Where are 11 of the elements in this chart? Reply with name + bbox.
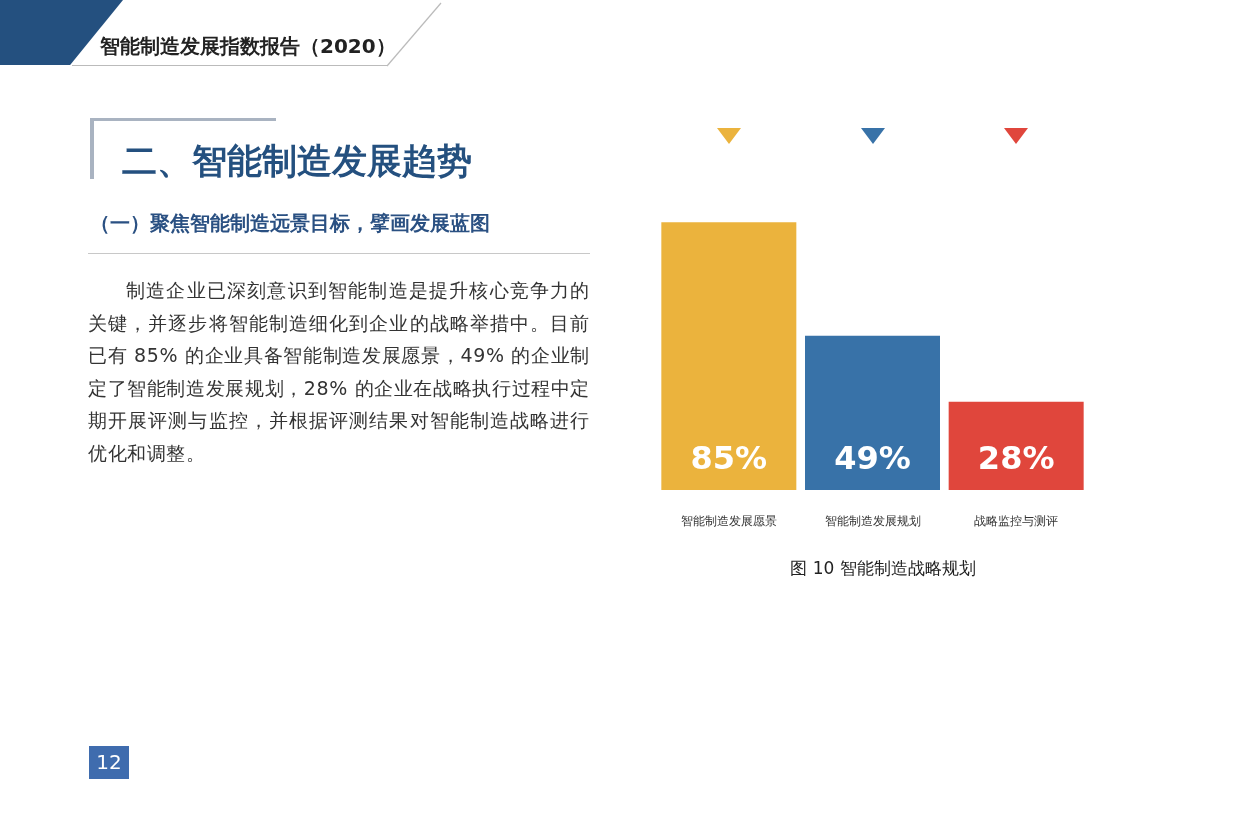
- data-label: 49%: [834, 439, 911, 477]
- text: 制造企业已深刻意识到智能制造是提升核心竞争力的关键，并逐步将智能制造细化到企业的战略举措中。目前已有 85% 的企业具备智能制造发展愿景，49% 的企业制定了智能制造发展规划，28% 的企业在战略执行过程中定期开展评测与监控，并根据评测结果对智能制造战略进行优化和调整。: [88, 278, 590, 466]
- text: （一）聚焦智能制造远景目标，擘画发展蓝图: [90, 210, 490, 237]
- x-tick-label: 战略监控与测评: [974, 514, 1059, 528]
- text: 智能制造发展指数报告（2020）: [100, 33, 396, 60]
- text: 图 10 智能制造战略规划: [790, 557, 976, 578]
- data-label: 28%: [977, 439, 1055, 477]
- x-tick-label: 智能制造发展愿景: [680, 514, 777, 528]
- text: 二、智能制造发展趋势: [122, 140, 472, 183]
- x-tick-label: 智能制造发展规划: [824, 514, 921, 528]
- data-label: 85%: [690, 439, 768, 477]
